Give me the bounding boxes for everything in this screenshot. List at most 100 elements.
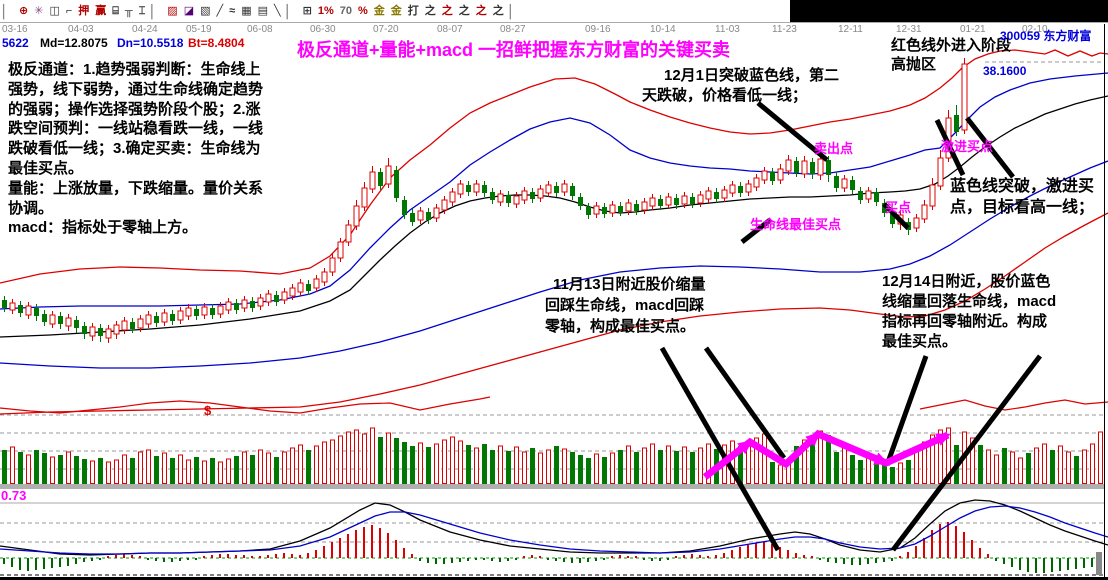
candle-body-down bbox=[394, 170, 399, 198]
annotation-line: 蓝色线突破，激进买 bbox=[950, 178, 1095, 195]
volume-bar bbox=[202, 460, 207, 484]
date-tick-label: 05-19 bbox=[186, 24, 212, 35]
candle-body-up bbox=[937, 157, 944, 187]
toolbar-tool-icon[interactable]: 之 bbox=[458, 4, 470, 17]
volume-bar bbox=[458, 440, 463, 484]
toolbar-tool-icon[interactable]: 之 bbox=[492, 4, 504, 17]
volume-bar bbox=[1018, 457, 1023, 484]
candle-body-down bbox=[890, 214, 895, 224]
toolbar-tool-icon[interactable]: ⌶ bbox=[138, 4, 146, 17]
candle-body-up bbox=[625, 202, 632, 212]
candle-body-up bbox=[345, 224, 352, 243]
stock-code-label: 300059 东方财富 bbox=[1000, 29, 1092, 43]
volume-bar bbox=[138, 451, 143, 484]
toolbar-empty-area bbox=[790, 0, 1108, 22]
annotation-line: 指标再回零轴附近。构成 bbox=[882, 313, 1048, 330]
signal-label: 激进买点 bbox=[941, 139, 994, 154]
candle-body-up bbox=[145, 314, 152, 325]
volume-bar bbox=[1074, 456, 1079, 484]
volume-bar bbox=[306, 450, 311, 484]
toolbar-tool-icon[interactable]: 赢 bbox=[95, 4, 107, 17]
toolbar-tool-icon[interactable]: ⌐ bbox=[65, 4, 73, 17]
date-tick-label: 11-03 bbox=[715, 24, 740, 35]
volume-baseline bbox=[0, 484, 1104, 489]
candle-body-up bbox=[729, 184, 736, 194]
candle-body-up bbox=[217, 305, 224, 315]
strategy-notes-line: 跌破看低一线；3.确定买卖：生命线为 bbox=[8, 140, 261, 158]
toolbar-tool-icon[interactable]: ⊞ bbox=[302, 4, 312, 17]
candle-body-up bbox=[593, 205, 600, 215]
volume-bar bbox=[226, 458, 231, 484]
toolbar-tool-icon[interactable]: 金 bbox=[390, 4, 402, 17]
volume-bar bbox=[402, 442, 407, 484]
volume-bar bbox=[610, 452, 615, 484]
toolbar-tool-icon[interactable]: 70 bbox=[339, 4, 352, 17]
candle-body-down bbox=[194, 309, 199, 316]
candle-body-down bbox=[954, 115, 959, 132]
candle-body-up bbox=[817, 158, 824, 176]
annotation-pointer-line bbox=[756, 101, 829, 162]
annotation-line: 线缩量回落生命线，macd bbox=[882, 293, 1057, 310]
toolbar-tool-icon[interactable]: ⌸ bbox=[112, 4, 119, 17]
toolbar-tool-icon[interactable]: ◪ bbox=[183, 4, 195, 17]
candle-body-down bbox=[154, 316, 159, 323]
toolbar-tool-icon[interactable]: 打 bbox=[407, 4, 419, 17]
toolbar-tool-icon[interactable]: ╲ bbox=[274, 4, 281, 17]
toolbar-tool-icon[interactable]: ▧ bbox=[200, 4, 211, 17]
volume-bar bbox=[770, 462, 775, 484]
candle-body-down bbox=[306, 284, 311, 291]
toolbar-tool-icon[interactable]: ▤ bbox=[257, 4, 268, 17]
strategy-notes-line: 强势，线下弱势，通过生命线确定趋势 bbox=[8, 80, 264, 98]
toolbar-tool-icon[interactable]: 之 bbox=[475, 4, 487, 17]
volume-bar bbox=[474, 447, 479, 484]
candle-body-up bbox=[201, 306, 208, 316]
volume-bar bbox=[466, 445, 471, 484]
volume-bar bbox=[794, 446, 799, 484]
volume-bar bbox=[906, 460, 911, 484]
toolbar-tool-icon[interactable]: ≈ bbox=[229, 4, 236, 17]
toolbar-tool-icon[interactable]: 金 bbox=[373, 4, 385, 17]
volume-bar bbox=[394, 438, 399, 484]
volume-bar bbox=[1034, 447, 1039, 484]
annotation-blue-break: 蓝色线突破，激进买 点，目标看高一线； bbox=[950, 176, 1094, 218]
candle-body-down bbox=[410, 213, 415, 222]
candle-body-down bbox=[250, 301, 255, 308]
toolbar-tool-icon[interactable]: 1% bbox=[317, 4, 334, 17]
toolbar-tool-icon[interactable]: ▦ bbox=[241, 4, 252, 17]
indicator-value: Bt=8.4804 bbox=[188, 36, 245, 50]
toolbar-tool-icon[interactable]: 押 bbox=[78, 4, 90, 17]
candle-body-down bbox=[530, 192, 535, 199]
volume-bar bbox=[530, 448, 535, 484]
volume-bar bbox=[18, 452, 23, 484]
volume-bar bbox=[674, 451, 679, 484]
volume-bar bbox=[194, 457, 199, 484]
candle-body-down bbox=[850, 180, 855, 190]
toolbar-tool-icon[interactable]: % bbox=[358, 4, 368, 17]
candle-body-up bbox=[473, 183, 480, 193]
candle-body-up bbox=[361, 187, 368, 208]
toolbar-tool-icon[interactable]: ╱ bbox=[216, 4, 224, 17]
toolbar-tool-icon[interactable]: ⊕ bbox=[19, 4, 29, 17]
candle-body-up bbox=[521, 190, 528, 201]
toolbar-tool-icon[interactable]: 之 bbox=[424, 4, 436, 17]
annotation-dec1: 12月1日突破蓝色线，第二 天跌破，价格看低一线； bbox=[642, 66, 839, 106]
candle-body-down bbox=[378, 172, 383, 186]
annotation-line: 天跌破，价格看低一线； bbox=[642, 87, 808, 104]
volume-bar bbox=[1026, 453, 1031, 484]
toolbar-tool-icon[interactable]: ◫ bbox=[49, 4, 60, 17]
toolbar-tool-icon[interactable]: ▨ bbox=[167, 4, 178, 17]
volume-bar bbox=[170, 458, 175, 484]
toolbar-tool-icon[interactable]: 之 bbox=[441, 4, 453, 17]
volume-bar bbox=[834, 452, 839, 484]
toolbar-tool-icon[interactable]: ╥ bbox=[124, 4, 133, 17]
candle-body-down bbox=[274, 295, 279, 302]
candle-body-up bbox=[609, 204, 616, 214]
candle-body-down bbox=[874, 192, 879, 202]
toolbar-tool-icon[interactable]: ✳ bbox=[34, 4, 44, 17]
volume-bar bbox=[210, 458, 215, 484]
date-tick-label: 12-11 bbox=[838, 24, 863, 35]
volume-bar bbox=[98, 458, 103, 484]
volume-bar bbox=[626, 445, 631, 484]
candle-body-down bbox=[74, 320, 79, 328]
